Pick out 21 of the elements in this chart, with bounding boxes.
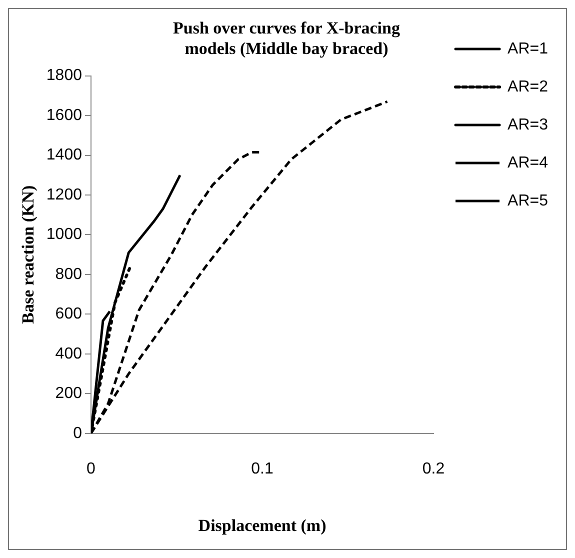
legend-label: AR=2 <box>508 78 548 96</box>
legend-label: AR=3 <box>508 116 548 134</box>
y-axis-title: Base reaction (KN) <box>18 185 38 324</box>
y-tick-label: 0 <box>73 424 82 442</box>
x-tick-label: 0.1 <box>251 460 274 478</box>
x-axis-title: Displacement (m) <box>198 516 326 536</box>
chart-title: Push over curves for X-bracing models (Middle bay braced) <box>173 18 400 58</box>
y-tick-label: 600 <box>55 306 82 323</box>
x-tick-label: 0.2 <box>422 460 445 478</box>
x-tick-label: 0 <box>86 460 96 478</box>
y-tick-label: 1200 <box>46 186 82 204</box>
legend-label: AR=4 <box>508 154 548 172</box>
y-tick-label: 200 <box>55 385 82 402</box>
y-tick-label: 1800 <box>46 67 82 84</box>
y-tick-label: 1000 <box>46 226 82 244</box>
y-tick-label: 400 <box>55 345 82 362</box>
y-tick-label: 1400 <box>46 146 82 164</box>
y-tick-label: 1600 <box>46 106 82 124</box>
y-tick-label: 800 <box>55 266 82 283</box>
legend-label: AR=1 <box>508 40 548 58</box>
legend-label: AR=5 <box>508 192 548 210</box>
